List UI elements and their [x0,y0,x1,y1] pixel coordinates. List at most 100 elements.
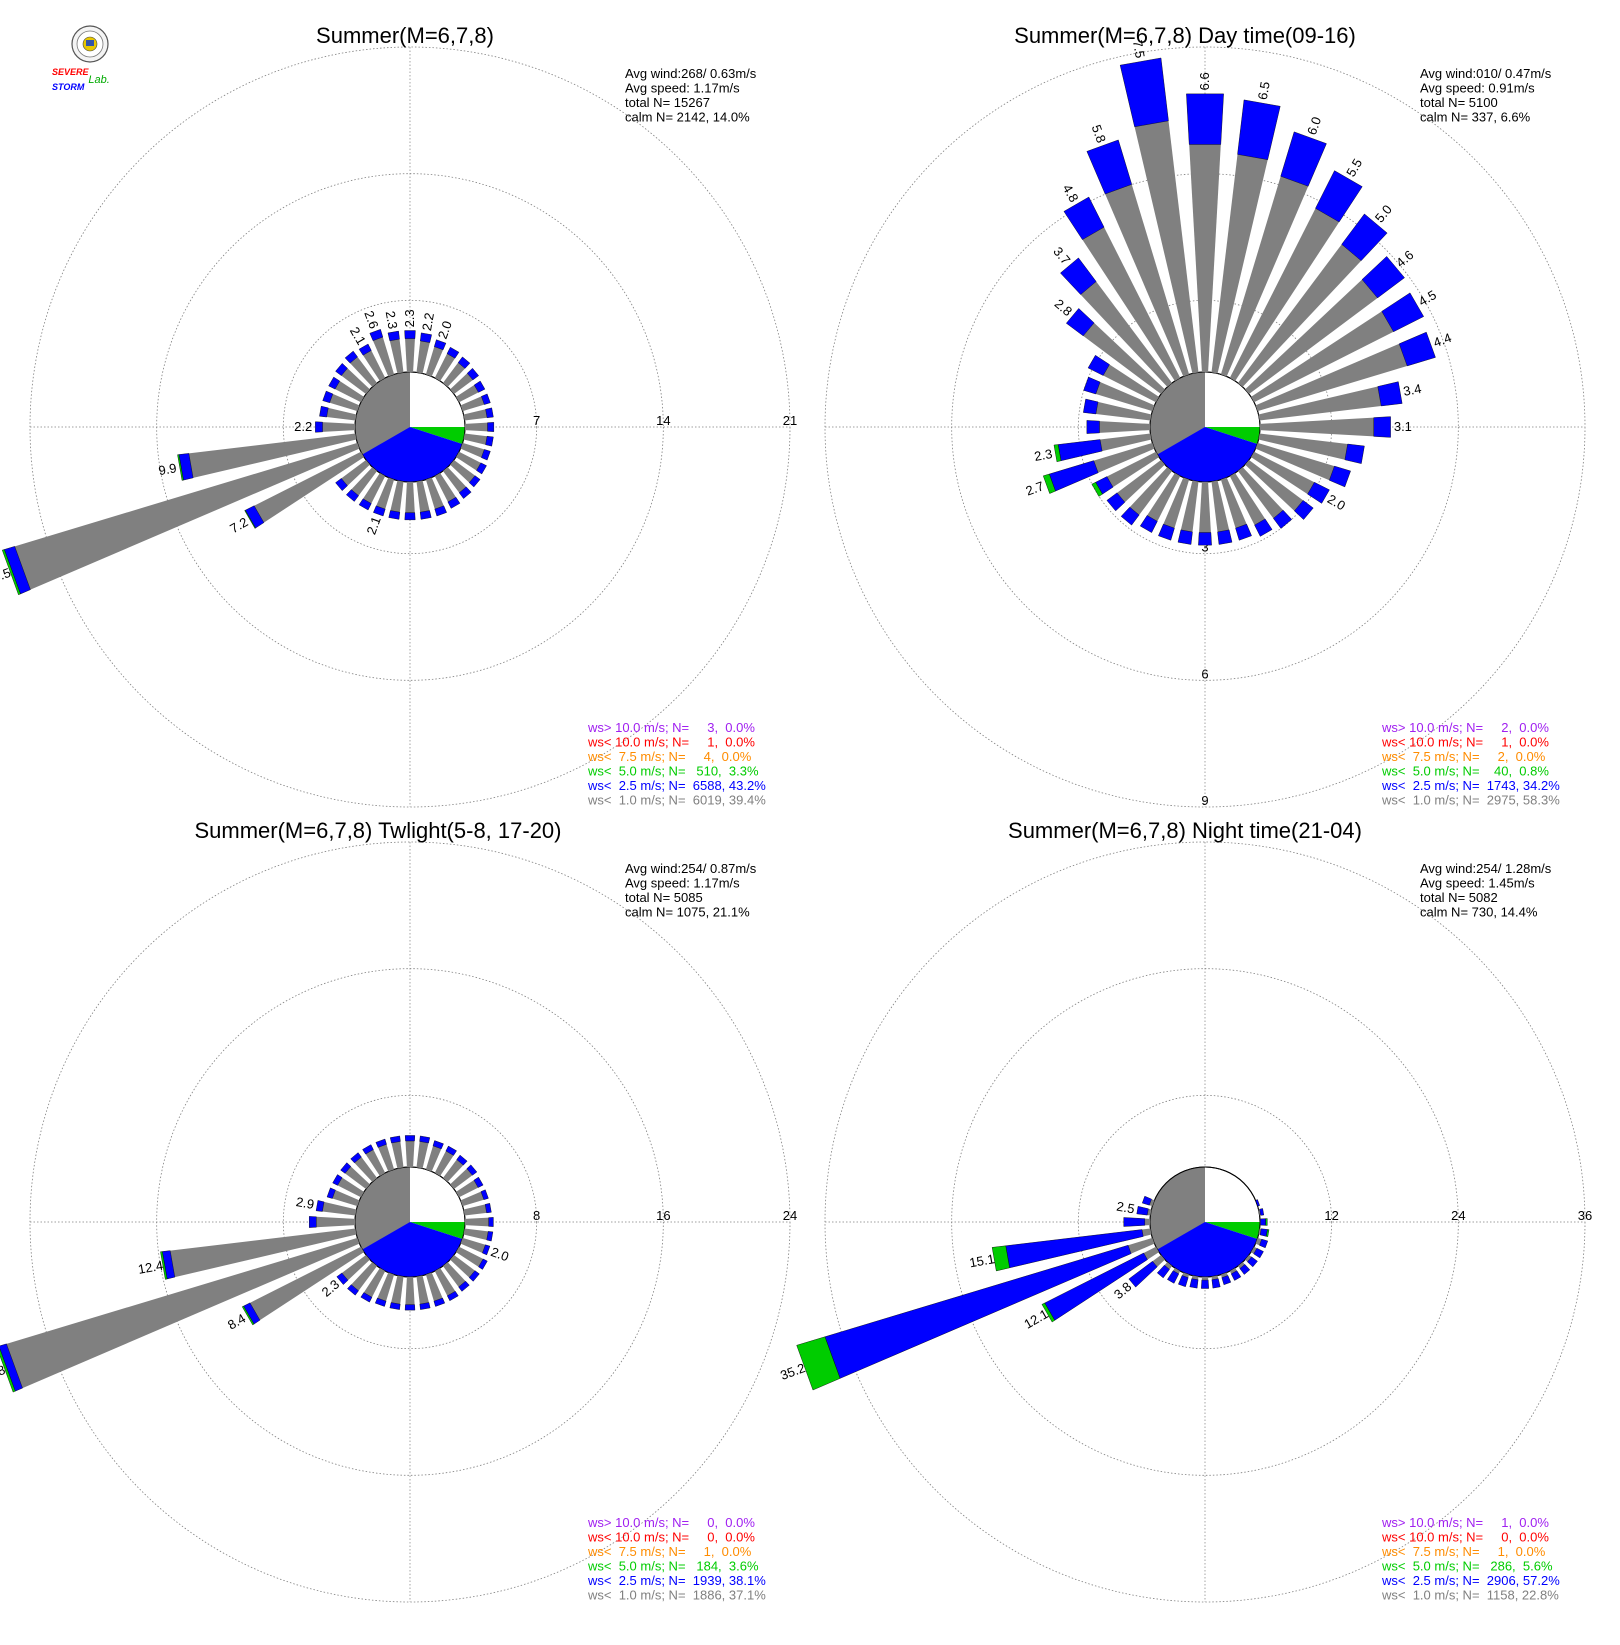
bar-segment-lt2_5 [458,1280,470,1292]
bar-segment-lt1 [363,473,386,504]
bar-segment-lt2_5 [1373,416,1391,438]
bar-segment-lt2_5 [1063,196,1105,240]
bar-value-label: 9.9 [157,460,177,478]
bar-segment-lt1 [460,396,485,412]
bar-segment-lt2_5 [340,1162,352,1174]
disk-sector-lt5 [410,427,465,444]
bar-segment-lt1 [1100,433,1152,452]
bar-segment-lt1 [341,459,370,486]
bar-segment-lt1 [363,1268,386,1298]
bar-segment-lt1 [1082,227,1181,381]
bar-segment-lt2_5 [1198,532,1212,546]
disk-sector-lt2_5 [362,427,463,482]
bar-segment-lt5 [1041,1302,1056,1323]
bar-value-label: 3.1 [1394,419,1412,434]
bar-segment-lt2_5 [1230,1270,1242,1281]
bar-value-label: 2.7 [1024,478,1046,498]
panel-title: Summer(M=6,7,8) Day time(09-16) [1014,23,1356,48]
bar-segment-lt2_5 [1329,465,1351,488]
bar-segment-lt5 [1,549,21,596]
bar-segment-lt1 [416,340,430,374]
bar-value-label: 15.1 [968,1251,996,1270]
bar-segment-lt1 [425,477,444,510]
bar-segment-lt2_5 [1177,529,1193,545]
axis-tick-label: 8 [533,1208,540,1223]
legend-entry-lt10: ws< 10.0 m/s; N= 1, 0.0% [587,735,755,750]
bar-segment-lt1 [363,350,386,381]
bar-value-label: 7.5 [1130,39,1148,59]
bar-segment-lt2_5 [447,1290,459,1302]
bar-segment-lt1 [322,422,356,432]
bar-value-label: 6.5 [1255,80,1273,100]
bar-segment-lt1 [1164,1262,1173,1270]
bar-segment-lt2_5 [484,1203,492,1214]
bar-segment-lt2_5 [389,1302,401,1310]
bar-segment-lt2_5 [468,475,481,488]
bar-value-label: 5.0 [1372,202,1395,225]
bar-value-label: 4.4 [1431,330,1453,350]
bar-segment-lt2_5 [1381,292,1424,333]
bar-segment-lt1 [1103,364,1159,403]
bar-value-label: 4.8 [1060,182,1082,205]
panel-title: Summer(M=6,7,8) Twlight(5-8, 17-20) [194,818,561,843]
bar-segment-lt2_5 [480,1189,489,1200]
bar-value-label: 2.8 [1052,296,1075,319]
bar-value-label: 4.6 [1393,247,1416,270]
bar-segment-lt1 [1147,1208,1152,1216]
stat-total-n: total N= 5082 [1420,890,1498,905]
bar-value-label: 5.8 [1089,123,1109,145]
stat-avg-wind: Avg wind:268/ 0.63m/s [625,66,757,81]
bar-segment-lt2_5 [404,1135,416,1142]
legend-entry-lt5: ws< 5.0 m/s; N= 510, 3.3% [587,764,759,779]
windrose-panel-4: 12 24 363.812.135.215.12.5Summer(M=6,7,8) … [778,818,1592,1603]
bar-segment-lt2_5 [419,1135,431,1144]
bar-segment-lt1 [434,1151,454,1176]
legend-entry-lt2_5: ws< 2.5 m/s; N= 2906, 57.2% [1381,1573,1560,1588]
bar-value-label: 2.6 [361,309,381,331]
bar-segment-lt2_5 [347,1284,359,1296]
legend-entry-lt10: ws< 10.0 m/s; N= 1, 0.0% [1381,735,1549,750]
bar-segment-lt2_5 [335,478,348,491]
stat-total-n: total N= 5100 [1420,95,1498,110]
bar-segment-lt2_5 [482,1244,491,1256]
bar-segment-lt1 [1144,1218,1151,1226]
bar-segment-lt1 [434,1268,456,1296]
bar-segment-lt2_5 [1106,492,1126,512]
bar-segment-lt2_5 [309,1216,317,1228]
bar-segment-lt5 [160,1251,168,1280]
bar-segment-lt1 [188,433,357,478]
bar-segment-lt1 [464,422,488,432]
axis-tick-label: 14 [656,413,670,428]
bar-segment-lt2_5 [432,1140,444,1150]
bar-segment-lt1 [1095,382,1155,412]
bar-value-label: 2.1 [347,324,369,347]
bar-segment-lt2_5 [336,1272,349,1285]
bar-value-label: 2.2 [294,419,312,434]
bar-segment-lt1 [1245,279,1378,395]
bar-segment-lt1 [442,1159,464,1182]
bar-segment-lt1 [456,1180,479,1198]
bar-segment-lt1 [416,480,430,513]
bar-segment-lt2_5 [1253,1247,1264,1259]
axis-tick-label: 21 [783,413,797,428]
bar-segment-lt1 [351,1262,378,1291]
bar-segment-lt2_5 [335,363,348,376]
bar-segment-lt5 [0,1348,16,1393]
bar-segment-lt1 [425,1145,442,1172]
bar-segment-lt2_5 [1273,509,1293,529]
bar-segment-lt1 [390,480,404,513]
bar-segment-lt2_5 [362,1144,374,1155]
bar-segment-lt1 [1117,459,1165,503]
bar-segment-lt2_5 [419,1302,431,1310]
stat-calm-n: calm N= 337, 6.6% [1420,110,1531,125]
bar-segment-lt1 [405,1141,415,1168]
stat-total-n: total N= 5085 [625,890,703,905]
bar-segment-lt1 [1258,1228,1262,1235]
grid-ring [1077,1094,1333,1350]
grid-ring [282,299,538,555]
stat-avg-speed: Avg speed: 1.45m/s [1420,876,1535,891]
logo-line-3: Lab. [88,74,110,86]
stat-calm-n: calm N= 2142, 14.0% [625,110,750,125]
bar-value-label: 2.5 [1115,1199,1135,1217]
